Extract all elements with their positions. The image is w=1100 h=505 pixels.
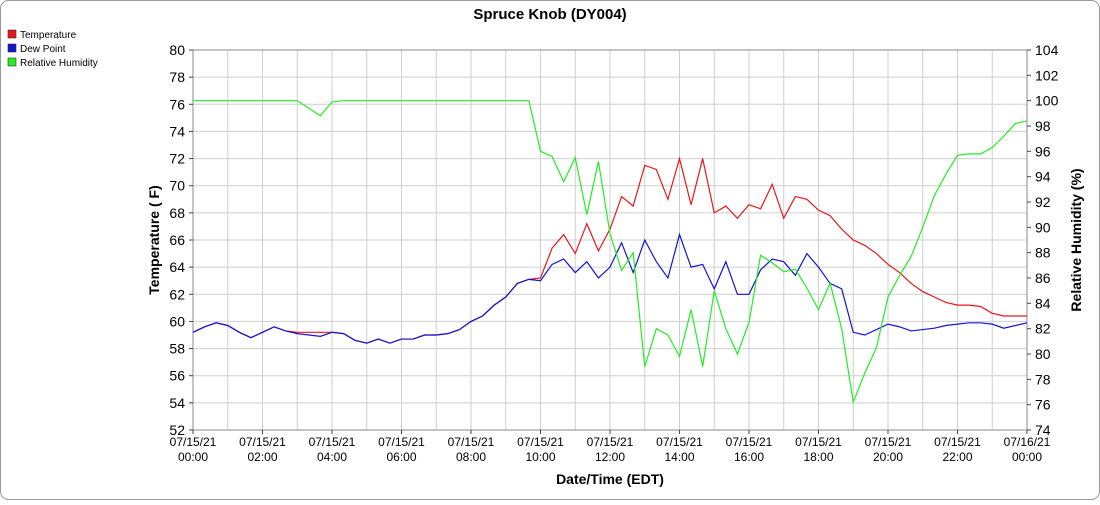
x-tick-label: 07/15/21 (795, 435, 842, 449)
x-tick-label: 07/15/21 (726, 435, 773, 449)
y-tick-label: 80 (169, 42, 185, 58)
y2-tick-label: 82 (1035, 321, 1051, 337)
y-tick-label: 60 (169, 313, 185, 329)
y2-tick-label: 88 (1035, 245, 1051, 261)
y2-tick-label: 78 (1035, 371, 1051, 387)
x-tick-label: 07/16/21 (1004, 435, 1051, 449)
x-tick-label: 07/15/21 (934, 435, 981, 449)
x-tick-label: 20:00 (873, 450, 903, 464)
y-tick-label: 56 (169, 368, 185, 384)
y-tick-label: 68 (169, 205, 185, 221)
x-tick-label: 07/15/21 (517, 435, 564, 449)
x-tick-label: 06:00 (386, 450, 416, 464)
x-tick-label: 18:00 (803, 450, 833, 464)
legend-label: Temperature (20, 30, 77, 41)
y2-tick-label: 102 (1035, 67, 1059, 83)
x-tick-label: 04:00 (317, 450, 347, 464)
x-tick-label: 14:00 (664, 450, 694, 464)
chart-title: Spruce Knob (DY004) (473, 6, 626, 23)
x-tick-label: 00:00 (178, 450, 208, 464)
x-tick-label: 00:00 (1012, 450, 1042, 464)
y2-tick-label: 90 (1035, 219, 1051, 235)
x-tick-label: 08:00 (456, 450, 486, 464)
y-tick-label: 76 (169, 96, 185, 112)
y-tick-label: 52 (169, 422, 185, 438)
x-tick-label: 07/15/21 (587, 435, 634, 449)
y2-tick-label: 96 (1035, 143, 1051, 159)
x-tick-label: 07/15/21 (239, 435, 286, 449)
y2-tick-label: 80 (1035, 346, 1051, 362)
y2-tick-label: 76 (1035, 397, 1051, 413)
x-tick-label: 07/15/21 (378, 435, 425, 449)
x-tick-label: 12:00 (595, 450, 625, 464)
y-tick-label: 66 (169, 232, 185, 248)
y2-tick-label: 92 (1035, 194, 1051, 210)
y2-tick-label: 84 (1035, 295, 1051, 311)
series-line (192, 232, 1028, 344)
series-line (193, 100, 1028, 405)
x-tick-label: 07/15/21 (656, 435, 703, 449)
x-tick-label: 16:00 (734, 450, 764, 464)
legend-swatch (7, 43, 17, 53)
x-tick-label: 10:00 (525, 450, 555, 464)
y2-axis-label: Relative Humidity (%) (1068, 168, 1084, 311)
y-tick-label: 78 (169, 69, 185, 85)
x-tick-label: 07/15/21 (170, 435, 217, 449)
y2-tick-label: 100 (1035, 93, 1059, 109)
y-tick-label: 72 (169, 151, 185, 167)
y2-tick-label: 104 (1035, 42, 1059, 58)
x-tick-label: 07/15/21 (865, 435, 912, 449)
x-tick-label: 07/15/21 (448, 435, 495, 449)
x-tick-label: 22:00 (942, 450, 972, 464)
y-tick-label: 54 (169, 395, 185, 411)
x-tick-label: 07/15/21 (309, 435, 356, 449)
legend-swatch (7, 29, 17, 39)
y-tick-label: 62 (169, 286, 185, 302)
y2-tick-label: 74 (1035, 422, 1051, 438)
y-tick-label: 74 (169, 123, 185, 139)
y2-tick-label: 94 (1035, 169, 1051, 185)
y2-tick-label: 98 (1035, 118, 1051, 134)
y-tick-label: 58 (169, 341, 185, 357)
y-tick-label: 64 (169, 259, 185, 275)
y-axis-label: Temperature ( F) (146, 185, 162, 294)
legend-label: Dew Point (20, 44, 66, 55)
y2-tick-label: 86 (1035, 270, 1051, 286)
legend-label: Relative Humidity (20, 58, 98, 69)
x-axis-label: Date/Time (EDT) (556, 471, 664, 487)
y-tick-label: 70 (169, 178, 185, 194)
x-tick-label: 02:00 (247, 450, 277, 464)
legend-swatch (7, 57, 17, 67)
